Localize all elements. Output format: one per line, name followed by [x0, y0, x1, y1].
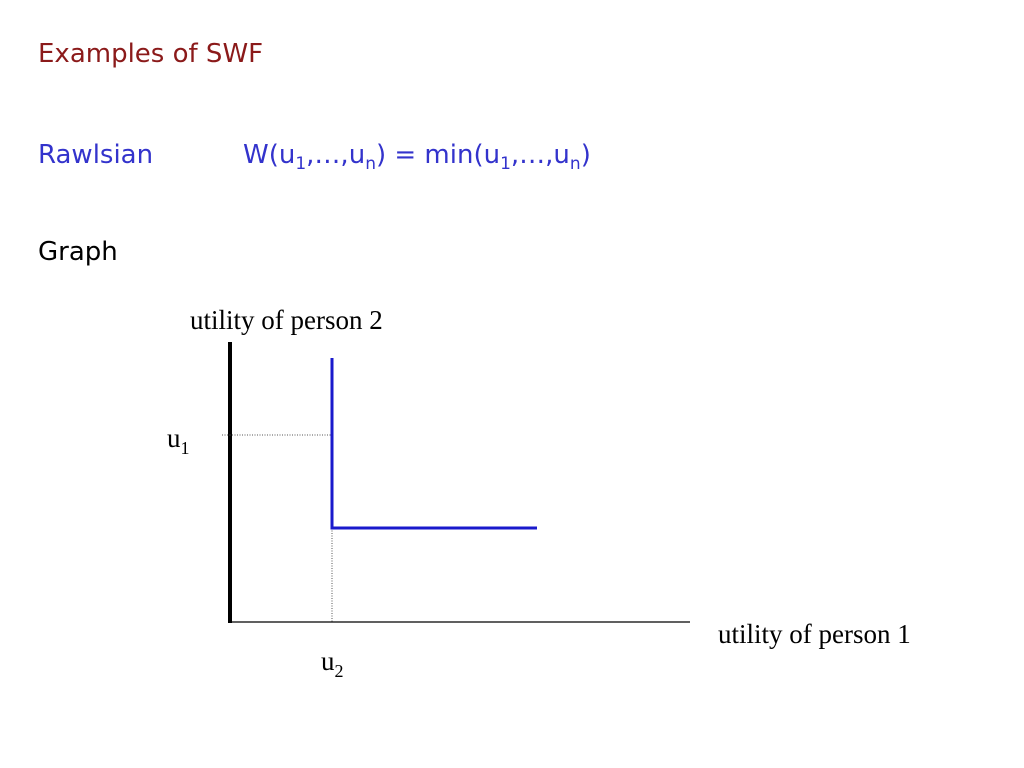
marker-base: u — [167, 423, 181, 453]
formula-text: ) — [581, 140, 591, 170]
formula: W(u1,…,un) = min(u1,…,un) — [243, 140, 591, 174]
definition-name: Rawlsian — [38, 140, 153, 170]
marker-base: u — [321, 646, 335, 676]
formula-sub: n — [365, 154, 376, 174]
marker-sub: 2 — [335, 661, 344, 681]
formula-text: ,…,u — [511, 140, 570, 170]
x-marker: u2 — [321, 646, 344, 681]
slide-title: Examples of SWF — [38, 39, 263, 69]
formula-text: ,…,u — [306, 140, 365, 170]
y-axis-label: utility of person 2 — [190, 305, 383, 335]
y-marker: u1 — [167, 423, 190, 458]
formula-sub: 1 — [500, 154, 511, 174]
formula-sub: n — [570, 154, 581, 174]
section-heading: Graph — [38, 237, 118, 267]
formula-sub: 1 — [295, 154, 306, 174]
x-axis-label: utility of person 1 — [718, 619, 911, 649]
marker-sub: 1 — [181, 438, 190, 458]
indifference-curve — [330, 358, 537, 530]
formula-text: W(u — [243, 140, 295, 170]
formula-text: ) = min(u — [376, 140, 500, 170]
